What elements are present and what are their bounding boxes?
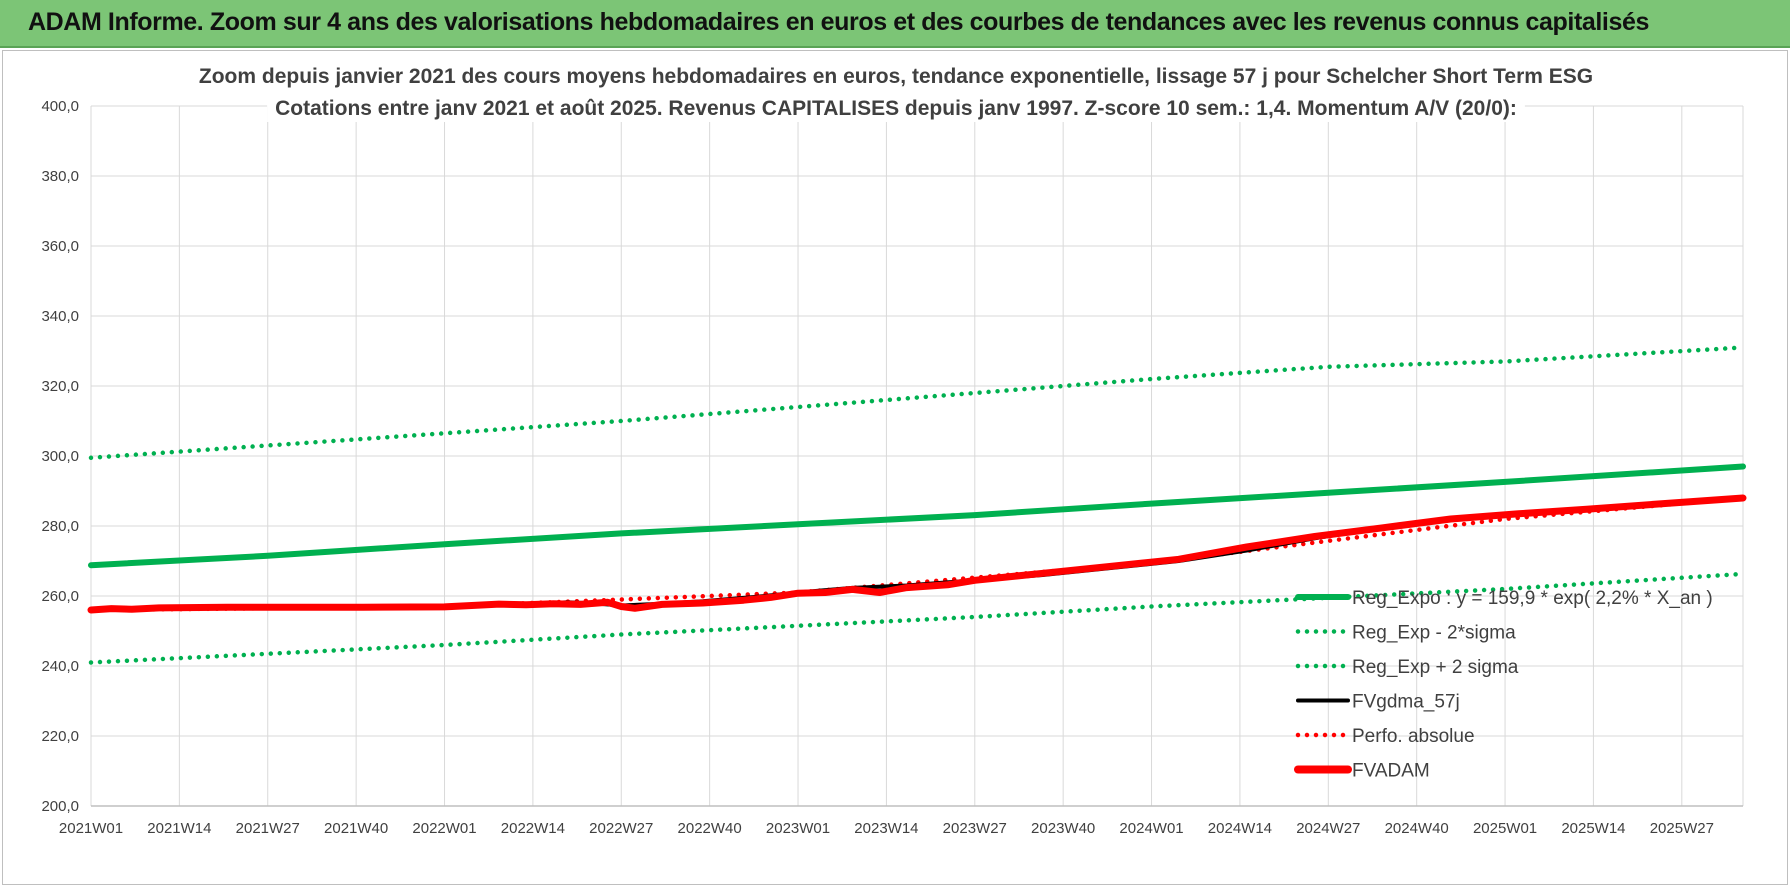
y-tick-label: 380,0	[41, 168, 79, 185]
chart-frame: 400,0 380,0 360,0 340,0 320,0 300,0 280,0 260,0…	[2, 50, 1788, 885]
chart-title-background	[267, 95, 1525, 122]
series-line-5	[87, 494, 1747, 614]
report-header-bar: ADAM Informe. Zoom sur 4 ans des valoris…	[0, 0, 1790, 48]
x-tick-label: 2024W40	[1385, 820, 1449, 837]
y-tick-label: 300,0	[41, 448, 79, 465]
legend-label: Reg_Exp - 2*sigma	[1352, 623, 1516, 644]
x-tick-label: 2021W27	[236, 820, 300, 837]
x-tick-label: 2021W40	[324, 820, 388, 837]
y-tick-label: 280,0	[41, 518, 79, 535]
x-tick-label: 2023W01	[766, 820, 830, 837]
line-chart: 400,0 380,0 360,0 340,0 320,0 300,0 280,0 260,0…	[41, 63, 1747, 837]
x-tick-label: 2023W14	[854, 820, 918, 837]
x-tick-label: 2022W40	[678, 820, 742, 837]
x-tick-label: 2022W14	[501, 820, 565, 837]
chart-title: Zoom depuis janvier 2021 des cours moyen…	[190, 63, 1602, 122]
y-tick-label: 220,0	[41, 728, 79, 745]
x-tick-label: 2023W27	[943, 820, 1007, 837]
y-tick-label: 320,0	[41, 378, 79, 395]
series-line-2	[88, 345, 1746, 461]
series-layer	[87, 345, 1747, 665]
x-tick-label: 2022W27	[589, 820, 653, 837]
x-tick-label: 2022W01	[412, 820, 476, 837]
y-tick-label: 200,0	[41, 798, 79, 815]
x-tick-label: 2024W14	[1208, 820, 1272, 837]
x-tick-label: 2024W27	[1296, 820, 1360, 837]
y-tick-label: 360,0	[41, 238, 79, 255]
x-tick-label: 2021W14	[147, 820, 211, 837]
legend-label: Perfo. absolue	[1352, 726, 1475, 747]
legend-label: Reg_Expo : y = 159,9 * exp( 2,2% * X_an …	[1352, 588, 1713, 609]
report-title: ADAM Informe. Zoom sur 4 ans des valoris…	[28, 8, 1649, 36]
legend-label: FVgdma_57j	[1352, 692, 1460, 713]
chart-title-background	[190, 63, 1602, 90]
y-tick-label: 340,0	[41, 308, 79, 325]
y-tick-label: 240,0	[41, 658, 79, 675]
grid-layer	[90, 105, 1744, 807]
chart-title-line: Cotations entre janv 2021 et août 2025. …	[275, 97, 1517, 120]
y-tick-label: 400,0	[41, 98, 79, 115]
legend-label: Reg_Exp + 2 sigma	[1352, 657, 1519, 678]
x-tick-label: 2025W01	[1473, 820, 1537, 837]
y-tick-label: 260,0	[41, 588, 79, 605]
x-tick-label: 2025W14	[1561, 820, 1625, 837]
x-tick-label: 2023W40	[1031, 820, 1095, 837]
x-tick-label: 2025W27	[1650, 820, 1714, 837]
x-tick-label: 2024W01	[1119, 820, 1183, 837]
chart-legend: Reg_Expo : y = 159,9 * exp( 2,2% * X_an …	[1294, 588, 1713, 782]
chart-title-line: Zoom depuis janvier 2021 des cours moyen…	[199, 65, 1593, 88]
series-line-0	[88, 463, 1746, 569]
axis-layer: 400,0 380,0 360,0 340,0 320,0 300,0 280,0 260,0…	[41, 98, 1743, 837]
legend-label: FVADAM	[1352, 761, 1430, 782]
x-tick-label: 2021W01	[59, 820, 123, 837]
